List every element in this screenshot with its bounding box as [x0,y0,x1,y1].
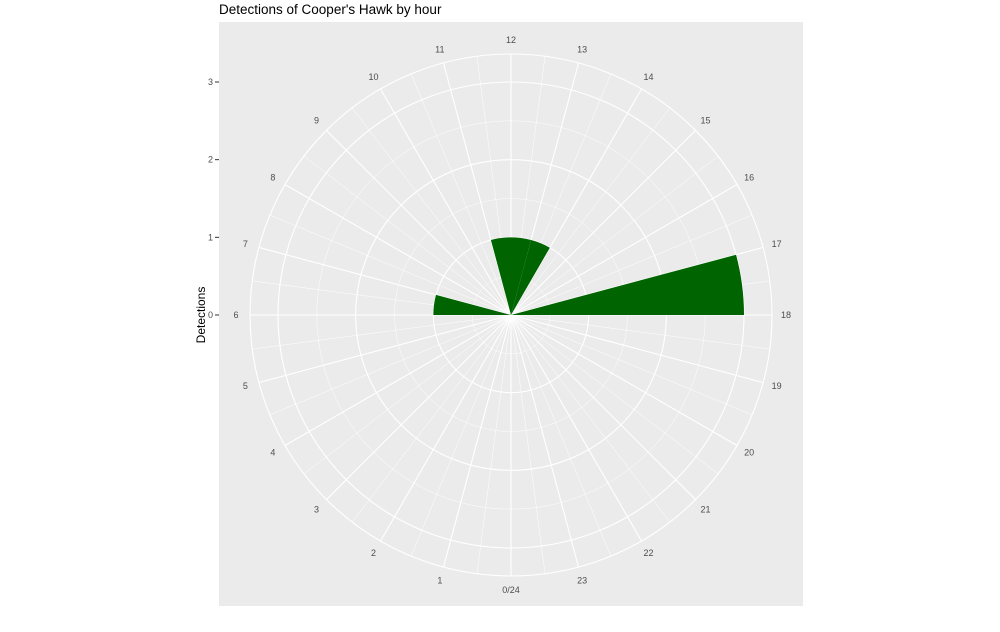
minor-spoke [510,314,753,416]
y-tick-label: 1 [208,232,213,242]
y-tick-label: 2 [208,155,213,165]
hour-label: 22 [643,548,653,558]
hour-label: 1 [437,576,442,586]
hour-label: 23 [577,576,587,586]
major-spoke [510,314,580,568]
minor-spoke [252,314,512,350]
minor-spoke [351,314,512,523]
major-spoke [284,184,512,316]
hour-label: 15 [700,116,710,126]
hour-label: 2 [371,548,376,558]
minor-spoke [510,314,546,574]
hour-label: 16 [744,173,754,183]
minor-spoke [510,314,770,350]
bar-hour-17 [511,254,744,315]
hour-label: 14 [643,72,653,82]
hour-label: 7 [243,239,248,249]
major-spoke [442,314,512,568]
minor-spoke [510,155,719,316]
minor-spoke [269,214,512,316]
bar-hour-6 [433,294,511,315]
bar-layer [433,237,744,315]
bar-hour-13 [511,239,550,315]
major-spoke [258,314,512,384]
minor-spoke [510,314,612,557]
y-axis: 0 1 2 3 [208,77,219,320]
bar-hour-12 [511,237,532,315]
major-spoke [326,130,512,316]
major-spoke [380,314,512,542]
minor-spoke [410,314,512,557]
hour-label: 12 [506,35,516,45]
major-spoke [510,314,642,542]
major-spoke [442,62,512,316]
minor-spoke [351,107,512,316]
major-spoke [510,314,696,500]
hour-label: 10 [368,72,378,82]
minor-spoke [410,73,512,316]
hour-label: 9 [314,116,319,126]
hour-label: 18 [781,310,791,320]
hour-label: 8 [270,173,275,183]
major-spoke [510,184,738,316]
hour-label: 17 [772,239,782,249]
major-spoke [258,246,512,316]
hour-label: 0/24 [502,585,520,595]
chart-title: Detections of Cooper's Hawk by hour [219,2,442,17]
y-tick-label: 3 [208,77,213,87]
major-spoke [510,314,738,446]
hour-label: 21 [700,504,710,514]
major-spoke [326,314,512,500]
bar-hour-11 [490,237,511,315]
hour-label: 13 [577,44,587,54]
major-spoke [510,88,642,316]
minor-spoke [510,107,671,316]
hour-label: 5 [243,381,248,391]
major-spoke [510,130,696,316]
major-spoke [380,88,512,316]
hour-label: 19 [772,381,782,391]
hour-label: 11 [435,44,444,54]
minor-spoke [510,314,671,523]
y-axis-title: Detections [194,287,208,344]
label-layer: 0/24123456789101112131415161718192021222… [233,35,791,595]
minor-spoke [510,314,719,475]
minor-spoke [303,155,512,316]
major-spoke [284,314,512,446]
minor-spoke [476,314,512,574]
minor-spoke [269,314,512,416]
hour-label: 20 [744,448,754,458]
grid-layer [249,53,773,577]
minor-spoke [303,314,512,475]
major-spoke [510,314,764,384]
minor-spoke [510,214,753,316]
hour-label: 4 [270,448,275,458]
y-tick-label: 0 [208,310,213,320]
hour-label: 3 [314,504,319,514]
hour-label: 6 [233,310,238,320]
